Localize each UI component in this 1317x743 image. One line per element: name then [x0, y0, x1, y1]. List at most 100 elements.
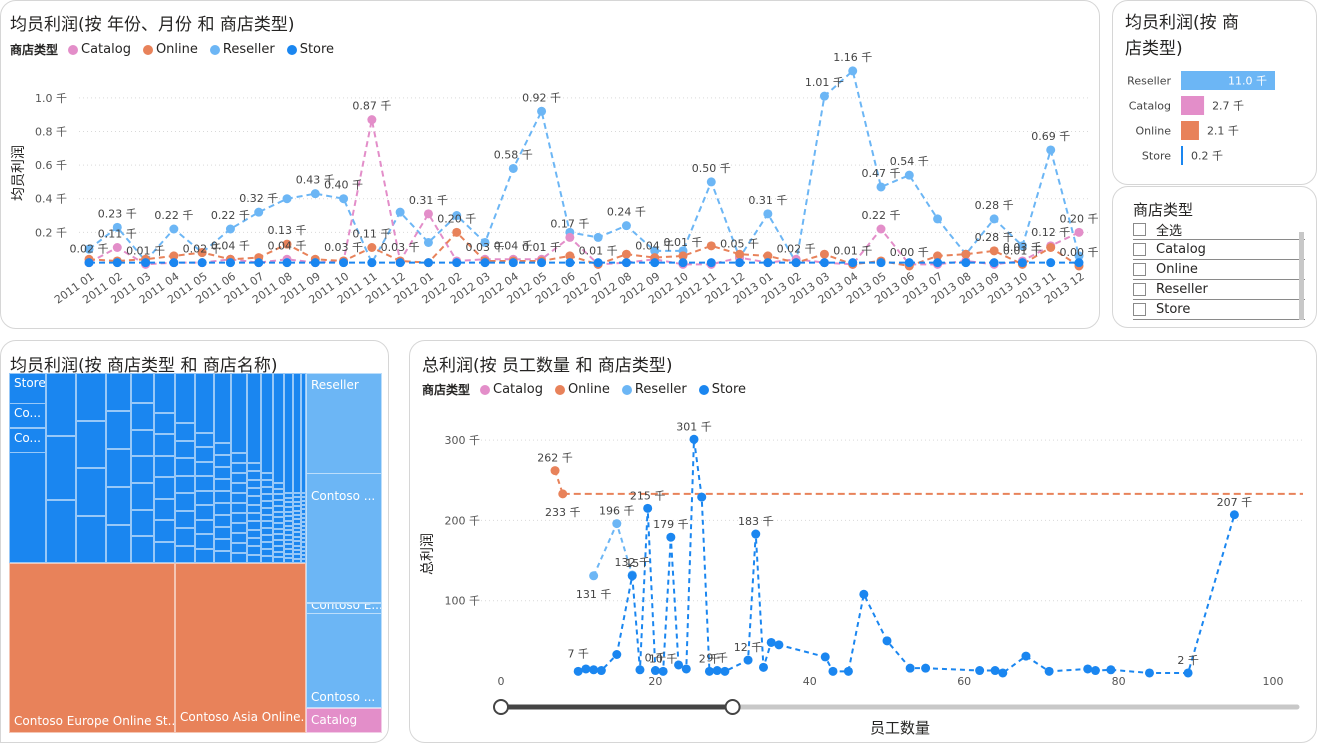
treemap-cell[interactable] — [284, 493, 293, 498]
treemap-cell[interactable] — [76, 515, 106, 563]
treemap-cell[interactable] — [273, 483, 284, 489]
treemap-cell[interactable] — [261, 549, 273, 557]
treemap-cell[interactable] — [284, 507, 293, 512]
treemap-cell[interactable] — [261, 373, 273, 473]
treemap-cell[interactable] — [301, 497, 306, 502]
treemap-cell[interactable] — [284, 530, 293, 535]
treemap-cell[interactable] — [131, 483, 154, 510]
checkbox-icon[interactable] — [1133, 223, 1146, 236]
slicer-item-catalog[interactable]: Catalog — [1133, 240, 1305, 260]
treemap-cell[interactable] — [261, 528, 273, 536]
treemap-cell[interactable] — [301, 525, 306, 531]
treemap-cell[interactable]: Contoso Europe Online St... — [9, 563, 175, 733]
treemap-cell[interactable] — [293, 545, 301, 550]
treemap-cell[interactable] — [284, 558, 293, 563]
treemap-cell[interactable] — [261, 493, 273, 501]
treemap-cell[interactable] — [195, 505, 214, 520]
treemap-cell[interactable] — [247, 496, 261, 505]
treemap-cell[interactable] — [247, 479, 261, 488]
treemap-cell[interactable]: Contoso ... — [306, 613, 382, 708]
treemap-cell[interactable] — [214, 467, 231, 479]
treemap-cell[interactable] — [231, 483, 247, 493]
treemap-cell[interactable]: Store — [9, 373, 46, 563]
treemap-cell[interactable] — [273, 500, 284, 506]
slicer-item-reseller[interactable]: Reseller — [1133, 280, 1305, 300]
treemap-cell[interactable] — [154, 498, 175, 521]
treemap-cell[interactable] — [131, 429, 154, 457]
treemap-cell[interactable] — [214, 503, 231, 515]
treemap-cell[interactable] — [284, 502, 293, 507]
treemap-cell[interactable] — [273, 557, 284, 563]
treemap-cell[interactable] — [293, 528, 301, 533]
treemap-cell[interactable] — [293, 523, 301, 528]
treemap-cell[interactable] — [301, 550, 306, 555]
treemap-cell[interactable] — [175, 373, 195, 423]
treemap-cell[interactable] — [284, 549, 293, 554]
slicer-item-all[interactable]: 全选 — [1133, 220, 1305, 240]
treemap-catalog-block[interactable]: Catalog — [306, 708, 382, 733]
treemap-cell[interactable] — [301, 542, 306, 547]
treemap-cell[interactable] — [195, 447, 214, 462]
treemap-cell[interactable] — [154, 455, 175, 478]
treemap-cell[interactable] — [214, 539, 231, 551]
treemap-cell[interactable] — [154, 477, 175, 499]
treemap-cell[interactable] — [261, 521, 273, 529]
treemap-cell[interactable] — [284, 535, 293, 540]
treemap-cell[interactable]: Co... — [9, 428, 46, 453]
treemap-cell[interactable] — [247, 554, 261, 563]
treemap-cell[interactable] — [195, 373, 214, 433]
treemap-cell[interactable] — [131, 456, 154, 483]
treemap-cell[interactable] — [154, 434, 175, 456]
treemap-cell[interactable] — [231, 373, 247, 453]
treemap-cell[interactable] — [247, 546, 261, 555]
treemap-cell[interactable] — [247, 538, 261, 547]
treemap-cell[interactable] — [214, 373, 231, 443]
treemap-cell[interactable] — [293, 510, 301, 515]
treemap-cell[interactable] — [273, 373, 284, 483]
treemap-cell[interactable] — [175, 493, 195, 511]
treemap-cell[interactable] — [76, 420, 106, 468]
treemap-cell[interactable] — [231, 473, 247, 483]
treemap-cell[interactable] — [154, 520, 175, 542]
treemap-cell[interactable] — [273, 488, 284, 495]
treemap-cell[interactable] — [106, 487, 131, 525]
treemap-cell[interactable] — [231, 503, 247, 513]
treemap-cell[interactable] — [154, 541, 175, 563]
treemap-cell[interactable] — [301, 513, 306, 518]
treemap-cell[interactable] — [261, 542, 273, 550]
treemap-cell[interactable] — [214, 527, 231, 539]
treemap-cell[interactable] — [175, 423, 195, 441]
legend-item-reseller[interactable]: Reseller — [209, 42, 275, 57]
treemap-cell[interactable] — [301, 530, 306, 535]
treemap-cell[interactable] — [293, 514, 301, 520]
treemap-cell[interactable] — [273, 517, 284, 523]
treemap-cell[interactable] — [131, 509, 154, 537]
treemap-cell[interactable] — [195, 548, 214, 563]
treemap-cell[interactable] — [214, 479, 231, 491]
treemap-cell[interactable] — [247, 463, 261, 472]
treemap-cell[interactable] — [301, 538, 306, 543]
treemap-cell[interactable] — [247, 373, 261, 463]
treemap-cell[interactable] — [175, 458, 195, 476]
treemap-cell[interactable] — [231, 553, 247, 563]
slider-min-handle[interactable] — [493, 699, 509, 715]
treemap-cell[interactable] — [284, 373, 293, 493]
treemap-cell[interactable] — [273, 545, 284, 552]
treemap-cell[interactable] — [301, 509, 306, 514]
treemap-cell[interactable] — [293, 519, 301, 524]
treemap-cell[interactable] — [273, 505, 284, 512]
treemap-cell[interactable] — [195, 519, 214, 535]
treemap-cell[interactable]: Co... — [9, 403, 46, 428]
treemap-cell[interactable] — [175, 475, 195, 493]
slicer-item-online[interactable]: Online — [1133, 260, 1305, 280]
legend-item-reseller[interactable]: Reseller — [621, 382, 687, 397]
treemap-cell[interactable] — [261, 514, 273, 522]
slicer-scrollbar[interactable] — [1299, 232, 1304, 320]
legend-item-catalog[interactable]: Catalog — [68, 42, 131, 57]
checkbox-icon[interactable] — [1133, 303, 1146, 316]
treemap-cell[interactable] — [106, 373, 131, 411]
treemap-cell[interactable] — [293, 549, 301, 555]
treemap-cell[interactable] — [214, 551, 231, 563]
treemap-cell[interactable] — [301, 501, 306, 506]
treemap-cell[interactable] — [273, 551, 284, 558]
